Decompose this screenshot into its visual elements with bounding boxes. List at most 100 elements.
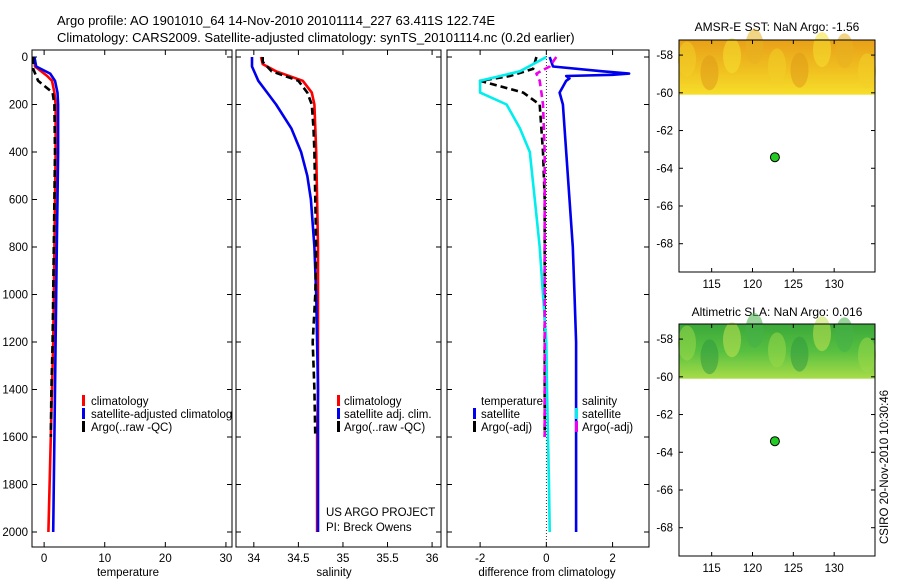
legend-swatch-climatology — [82, 395, 85, 406]
legend-swatch-argo — [337, 421, 340, 432]
salinity-legend: climatology satellite adj. clim. Argo(..… — [337, 395, 432, 434]
y-tick-label: -60 — [656, 88, 673, 100]
legend-swatch-sal-satellite — [575, 408, 578, 419]
legend-label-temp-satellite: satellite — [481, 409, 520, 421]
field-texture-cell — [700, 339, 719, 375]
temperature-legend: climatology satellite-adjusted climatolo… — [82, 395, 238, 434]
temperature-series — [32, 56, 60, 533]
salinity-ticks: 34 34.5 35 35.5 36 — [236, 50, 441, 565]
legend-header-salinity: salinity — [582, 396, 617, 408]
legend-swatch-argo — [82, 421, 85, 432]
legend-label-argo: Argo(..raw -QC) — [91, 422, 172, 434]
x-tick-label: 20 — [159, 553, 172, 565]
legend-label-sal-argo: Argo(-adj) — [582, 422, 633, 434]
argo-position-marker — [769, 436, 780, 447]
x-tick-label: 130 — [825, 563, 844, 575]
field-texture-cell — [813, 316, 831, 352]
x-tick-label: 0 — [543, 553, 549, 565]
legend-label-argo: Argo(..raw -QC) — [344, 422, 425, 434]
temperature-axes-frame — [31, 49, 233, 548]
x-tick-label: 30 — [220, 553, 233, 565]
temperature-panel: 0 10 20 30 0 200 400 600 800 1000 1200 1400 1600 1800… — [2, 49, 238, 579]
x-tick-label: 2 — [609, 553, 615, 565]
sla-map-panel: Altimetric SLA: NaN Argo: 0.016 115 120 12… — [656, 305, 876, 575]
y-tick-label: -64 — [656, 163, 673, 175]
x-tick-label: 0 — [41, 553, 47, 565]
x-tick-label: 120 — [743, 563, 762, 575]
field-texture-cell — [835, 33, 854, 69]
field-texture-cell — [678, 325, 696, 361]
legend-swatch-satellite-adj — [337, 408, 340, 419]
y-tick-label: -62 — [656, 410, 673, 422]
legend-label-satellite-adjusted: satellite-adjusted climatology — [91, 409, 238, 421]
x-tick-label: -2 — [475, 553, 485, 565]
legend-swatch-climatology — [337, 395, 340, 406]
sst-map-ticks: 115 120 125 130 -58 -60 -62 -64 -66 -68 — [656, 40, 875, 291]
legend-label-climatology: climatology — [91, 396, 149, 408]
field-texture-cell — [723, 322, 741, 358]
series-line-climatology — [259, 56, 320, 532]
legend-label-sal-satellite: satellite — [582, 409, 621, 421]
sst-map-title: AMSR-E SST: NaN Argo: -1.56 — [695, 20, 860, 34]
difference-ticks: -2 0 2 — [447, 50, 649, 565]
series-line-climatology — [33, 56, 57, 533]
field-texture-cell — [723, 38, 741, 74]
y-tick-label: 400 — [9, 147, 28, 159]
y-tick-label: 1800 — [2, 480, 28, 492]
x-tick-label: 120 — [743, 279, 762, 291]
salinity-panel: 34 34.5 35 35.5 36 salinity climatology sate… — [235, 49, 442, 579]
figure-title-line2: Climatology: CARS2009. Satellite-adjuste… — [57, 30, 575, 45]
y-tick-label: -60 — [656, 372, 673, 384]
field-texture-cell — [835, 317, 854, 353]
field-texture-cell — [768, 48, 786, 84]
legend-label-climatology: climatology — [344, 396, 402, 408]
timestamp: CSIRO 20-Nov-2010 10:30:46 — [879, 390, 891, 544]
x-tick-label: 125 — [784, 563, 803, 575]
field-texture-cell — [858, 337, 876, 373]
y-tick-label: -68 — [656, 239, 673, 251]
sst-map-frame — [678, 39, 876, 273]
series-line-temperature-satellite — [548, 56, 631, 532]
salinity-axes-frame — [235, 49, 442, 548]
field-texture-cell — [745, 312, 764, 349]
series-line-argo-raw-qc — [32, 57, 57, 438]
difference-panel: -2 0 2 difference from climatology tempera… — [446, 49, 650, 579]
pi-annotation: PI: Breck Owens — [326, 522, 412, 534]
legend-swatch-temp-satellite — [473, 408, 476, 419]
field-texture-cell — [768, 332, 786, 368]
x-tick-label: 34.5 — [287, 553, 309, 565]
field-texture-cell — [790, 336, 809, 372]
legend-header-temperature: temperature — [481, 396, 543, 408]
x-tick-label: 36 — [426, 553, 439, 565]
sla-map-ticks: 115 120 125 130 -58 -60 -62 -64 -66 -68 — [656, 324, 875, 575]
salinity-series — [250, 56, 320, 532]
legend-swatch-satellite-adjusted — [82, 408, 85, 419]
x-tick-label: 34 — [247, 553, 260, 565]
y-tick-label: -58 — [656, 334, 673, 346]
field-texture-cell — [745, 28, 764, 65]
series-line-salinity-argo-adj — [535, 56, 558, 437]
y-tick-label: -68 — [656, 523, 673, 535]
x-tick-label: 115 — [702, 279, 720, 291]
legend-swatch-sal-argo — [575, 421, 578, 432]
argo-position-marker — [769, 152, 780, 163]
y-tick-label: 200 — [9, 100, 28, 112]
series-line-temperature-argo-adj — [478, 56, 547, 437]
legend-label-temp-argo: Argo(-adj) — [481, 422, 532, 434]
y-tick-label: 1000 — [2, 290, 28, 302]
field-texture-cell — [858, 53, 876, 89]
x-tick-label: 10 — [98, 553, 111, 565]
sst-map-panel: AMSR-E SST: NaN Argo: -1.56 115 120 125 130… — [656, 20, 876, 291]
temperature-xlabel: temperature — [97, 567, 159, 579]
field-texture-cell — [678, 41, 696, 77]
y-tick-label: -58 — [656, 50, 673, 62]
x-tick-label: 115 — [702, 563, 720, 575]
difference-series — [478, 55, 631, 533]
series-line-satellite-adjusted-climatology — [33, 56, 60, 533]
field-texture-cell — [813, 32, 831, 68]
x-tick-label: 125 — [784, 279, 803, 291]
y-tick-label: 0 — [22, 52, 28, 64]
sla-map-frame — [678, 323, 876, 557]
figure-title-line1: Argo profile: AO 1901010_64 14-Nov-2010 … — [57, 13, 495, 28]
